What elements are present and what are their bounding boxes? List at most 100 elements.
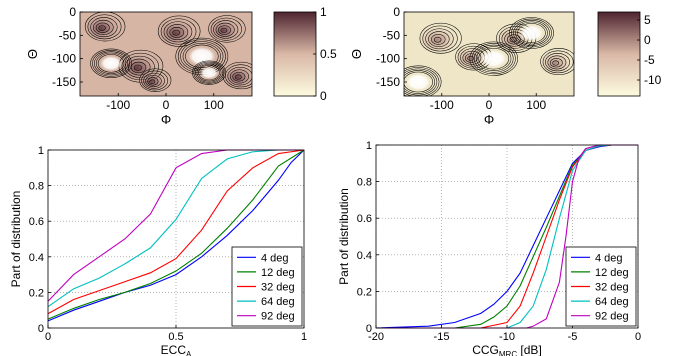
contour-line: [404, 71, 433, 93]
y-tick-label: 0: [393, 5, 400, 19]
contour-line: [511, 18, 552, 48]
contour-line: [227, 66, 252, 86]
legend-label: 32 deg: [261, 282, 295, 294]
x-axis-label-subscript: A: [186, 350, 192, 356]
contour-line: [419, 22, 462, 54]
y-tick-label: -100: [52, 52, 76, 66]
colorbar-tick-label: 0.5: [320, 47, 337, 61]
x-tick-label: 0: [45, 331, 51, 343]
contour-line: [149, 79, 156, 84]
contour-line: [169, 27, 185, 38]
heatmap-void: [188, 46, 216, 66]
legend-label: 64 deg: [595, 296, 629, 308]
y-tick-label: -50: [383, 28, 401, 42]
contour-line: [433, 36, 442, 43]
series-line-4-deg: [375, 144, 638, 329]
x-tick-label: 100: [204, 98, 224, 112]
contour-line: [193, 61, 225, 84]
line-panel-3: -20 -15 -10 -5 0 0 0.2 0.4 0.6 0.8 1 CCGMRC [dB] Par…: [337, 140, 641, 356]
colorbar-tick-label: -10: [644, 73, 662, 87]
legend-label: 92 deg: [261, 311, 295, 323]
contour-line: [467, 55, 475, 61]
heatmap-void: [406, 73, 430, 91]
line-panel-2: 0 0.5 1 0 0.2 0.4 0.6 0.8 1 ECCA Part of distribut…: [9, 145, 307, 356]
x-tick-label: -10: [499, 331, 515, 343]
heatmap-hotspot: [81, 13, 122, 43]
contour-line: [166, 24, 189, 41]
contour-line: [517, 23, 546, 43]
contour-line: [145, 75, 162, 88]
contour-line: [163, 21, 193, 43]
contour-line: [473, 44, 514, 73]
contour-line: [234, 74, 242, 80]
contour-line: [196, 63, 222, 82]
contour-line: [93, 19, 114, 35]
contour-line: [464, 53, 478, 63]
contour-line: [509, 17, 554, 49]
y-tick-label: 0.8: [357, 177, 372, 189]
contour-line: [431, 34, 446, 45]
legend-label: 32 deg: [595, 282, 629, 294]
legend-label: 4 deg: [261, 252, 289, 264]
contour-line: [87, 14, 122, 40]
y-tick-label: -50: [59, 28, 77, 42]
contour-line: [213, 20, 239, 39]
heatmap-panel-0: -100 0 100 0 -50 -100 -150 Φ Θ 0 0.5 1: [25, 5, 337, 127]
legend-label: 64 deg: [261, 296, 295, 308]
y-tick-label: 0.2: [357, 286, 372, 298]
x-axis-label-main: CCG: [472, 343, 499, 356]
y-axis-label: Part of distribution: [337, 188, 351, 285]
heatmap-panel-1: -100 0 100 0 -50 -100 -150 Φ Θ 5 0 -5 -10: [349, 5, 662, 127]
contour-line: [95, 52, 127, 74]
contour-line: [95, 22, 110, 33]
y-tick-label: -150: [52, 75, 76, 89]
contour-line: [92, 50, 130, 77]
x-tick-label: 0: [486, 98, 493, 112]
heatmap-void: [200, 66, 218, 79]
x-tick-label: 0: [635, 331, 641, 343]
contour-line: [478, 47, 510, 70]
contour-line: [160, 18, 197, 45]
contour-line: [218, 25, 231, 35]
contour-line: [147, 77, 159, 86]
contour-line: [404, 68, 438, 96]
colorbar-tick-label: 1: [320, 5, 327, 19]
colorbar: [597, 11, 641, 97]
heatmap-hotspot: [536, 50, 574, 77]
contour-line: [542, 50, 574, 74]
contour-line: [198, 65, 220, 81]
legend-label: 4 deg: [595, 252, 623, 264]
colorbar: [273, 11, 317, 97]
contour-line: [133, 64, 142, 71]
y-tick-label: 1: [38, 145, 44, 157]
contour-line: [469, 41, 518, 76]
contour-line: [549, 58, 563, 68]
contour-line: [422, 25, 458, 52]
y-tick-label: 0.6: [29, 216, 44, 228]
contour-line: [141, 70, 169, 91]
contour-line: [547, 55, 567, 70]
heatmap-void: [481, 50, 506, 68]
y-tick-label: 0: [38, 323, 44, 335]
contour-line: [552, 60, 560, 66]
x-axis-label: Φ: [484, 112, 494, 127]
contour-line: [172, 29, 180, 36]
contour-line: [545, 53, 570, 72]
x-tick-label: 1: [301, 331, 307, 343]
legend: 4 deg 12 deg 32 deg 64 deg 92 deg: [565, 246, 637, 327]
legend-label: 92 deg: [595, 311, 629, 323]
x-tick-label: -20: [368, 331, 384, 343]
heatmap-void: [100, 55, 122, 71]
x-tick-label: 0.5: [168, 331, 183, 343]
series-line-64-deg: [376, 144, 638, 329]
colorbar-tick-label: 0: [644, 33, 651, 47]
series-line-32-deg: [47, 149, 305, 315]
legend-label: 12 deg: [261, 267, 295, 279]
heatmap-field: [404, 12, 574, 96]
y-tick-label: 0: [69, 5, 76, 19]
colorbar-tick-label: 0: [320, 89, 327, 103]
y-tick-label: 0.8: [29, 181, 44, 193]
x-tick-label: -5: [568, 331, 578, 343]
contour-line: [215, 22, 235, 37]
